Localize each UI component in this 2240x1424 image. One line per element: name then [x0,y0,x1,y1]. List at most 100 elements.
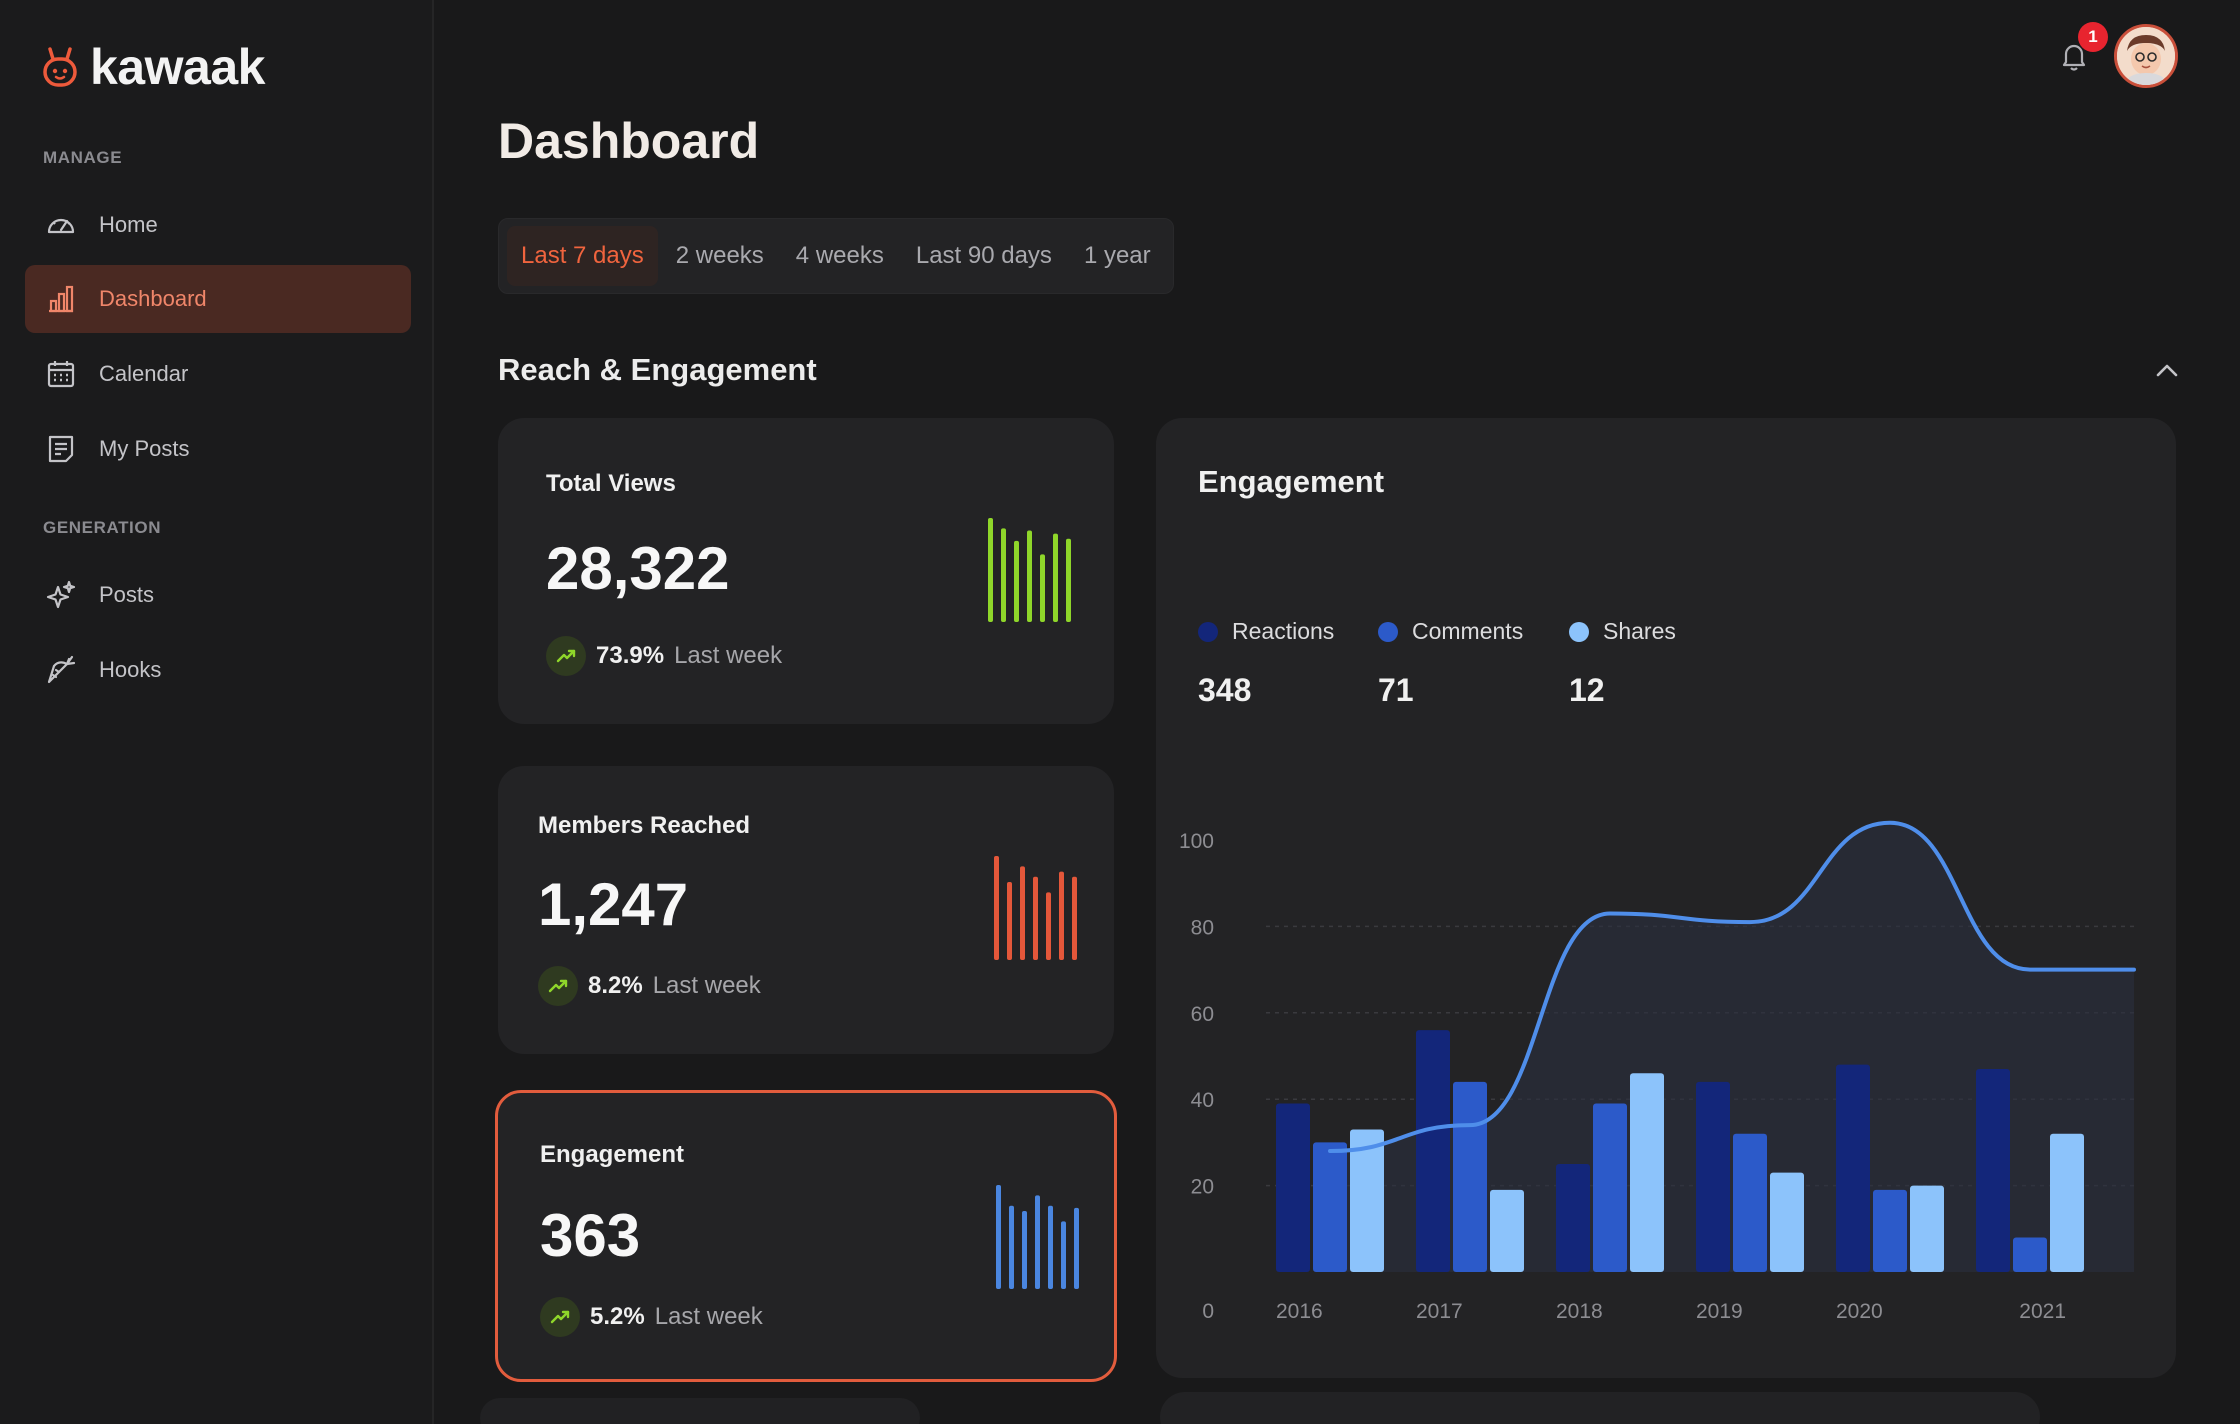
sidebar-item-posts[interactable]: Posts [25,561,411,629]
section-label-manage: MANAGE [43,148,123,167]
legend-item-comments[interactable]: Comments [1378,618,1523,645]
bar-comments[interactable] [1873,1189,1907,1272]
document-icon [48,435,74,463]
trend-period: Last week [654,1303,763,1330]
bar-shares[interactable] [1630,1073,1664,1272]
bar-comments[interactable] [1453,1081,1487,1272]
trend-indicator: 5.2% Last week [540,1297,763,1337]
card-title: Total Views [546,470,676,497]
bar-reactions[interactable] [1836,1064,1870,1272]
spark-bar [1072,876,1077,960]
y-tick-label: 40 [1191,1089,1214,1112]
trend-percent: 5.2% [590,1303,645,1330]
legend-label: Shares [1603,618,1676,644]
area-fill [1330,822,2134,1272]
bar-reactions[interactable] [1696,1081,1730,1272]
spark-bar [1059,871,1064,960]
app-name: kawaak [90,39,265,95]
legend-label: Reactions [1232,618,1335,644]
y-tick-label: 80 [1191,916,1214,939]
bar-reactions[interactable] [1276,1103,1310,1272]
sidebar-item-hooks[interactable]: Hooks [25,636,411,704]
section-title: Reach & Engagement [498,352,817,387]
chart-title: Engagement [1198,464,1385,499]
avatar[interactable] [2114,24,2178,88]
bar-reactions[interactable] [1556,1164,1590,1272]
bar-shares[interactable] [2050,1133,2084,1272]
spark-bar [1048,1205,1053,1289]
sidebar-item-label: Dashboard [99,286,207,311]
stat-card-members-reached[interactable]: Members Reached 1,247 8.2% Last week [498,766,1114,1054]
tab-last-7-days[interactable]: Last 7 days [507,226,658,286]
trend-up-icon [546,636,586,676]
sparkline-bars [994,856,1077,960]
bar-reactions[interactable] [1416,1030,1450,1272]
engagement-bar-chart: 0 20 40 60 80 100 2016 2017 2018 2019 2020 2021 [1179,820,2136,1323]
section-label-generation: GENERATION [43,518,162,537]
bunny-logo-icon [43,47,77,87]
spark-bar [1074,1207,1079,1289]
user-avatar-icon [2117,27,2175,85]
sidebar-item-my-posts[interactable]: My Posts [25,415,411,483]
next-card-peek [1160,1392,2040,1424]
sidebar-item-dashboard[interactable]: Dashboard [25,265,411,333]
bar-reactions[interactable] [1976,1068,2010,1272]
bar-shares[interactable] [1770,1172,1804,1272]
legend-dot [1378,621,1398,642]
tab-last-90-days[interactable]: Last 90 days [915,242,1052,269]
legend-item-shares[interactable]: Shares [1569,618,1676,645]
trend-indicator: 73.9% Last week [546,636,782,676]
date-range-tabs: Last 7 days 2 weeks 4 weeks Last 90 days… [498,218,1174,294]
bar-comments[interactable] [2013,1237,2047,1272]
bar-comments[interactable] [1733,1133,1767,1272]
sidebar-item-calendar[interactable]: Calendar [25,340,411,408]
tab-1-year[interactable]: 1 year [1083,242,1151,269]
stat-card-total-views[interactable]: Total Views 28,322 73.9% Last week [498,418,1114,724]
spark-bar [1066,538,1071,622]
engagement-chart-card: Engagement Reactions 348 Comments 71 Sha… [1156,418,2176,1378]
main-content: Dashboard Last 7 days 2 weeks 4 weeks La… [436,0,2240,1424]
trend-percent: 8.2% [588,972,643,999]
trend-indicator: 8.2% Last week [538,966,761,1006]
tab-2-weeks[interactable]: 2 weeks [675,242,764,269]
calendar-icon [47,361,75,388]
trend-line [1328,820,2136,1154]
notification-badge: 1 [2078,22,2108,52]
spark-bar [1033,876,1038,960]
page-title: Dashboard [498,113,760,169]
trend-percent: 73.9% [596,642,665,669]
spark-bar [988,518,993,622]
x-tick-label: 2018 [1556,1300,1603,1323]
sidebar-item-home[interactable]: Home [25,191,411,259]
card-title: Engagement [540,1141,685,1168]
trend-up-icon [540,1297,580,1337]
bell-icon[interactable] [2058,40,2090,72]
sidebar-item-label: Hooks [99,657,162,682]
bar-shares[interactable] [1910,1185,1944,1272]
bar-shares[interactable] [1490,1189,1524,1272]
tab-4-weeks[interactable]: 4 weeks [795,242,884,269]
y-tick-label: 20 [1191,1176,1214,1199]
x-tick-label: 2019 [1696,1300,1743,1323]
legend-total: 12 [1569,672,1605,708]
spark-bar [994,856,999,960]
spark-bar [1027,530,1032,622]
legend-item-reactions[interactable]: Reactions [1198,618,1334,645]
stat-card-engagement[interactable]: Engagement 363 5.2% Last week [495,1090,1117,1382]
app-logo[interactable]: kawaak [40,38,265,96]
legend-total: 71 [1378,672,1414,708]
card-value: 28,322 [546,535,730,602]
bar-shares[interactable] [1350,1129,1384,1272]
legend-dot [1198,621,1218,642]
sparkline-bars [988,518,1071,622]
card-value: 1,247 [538,871,689,938]
spark-bar [1046,892,1051,960]
spark-bar [1001,528,1006,622]
sidebar-item-label: Home [99,212,158,237]
spark-bar [1022,1211,1027,1289]
bar-chart-icon [49,285,74,313]
bar-comments[interactable] [1593,1103,1627,1272]
legend-total: 348 [1198,672,1252,708]
chevron-up-icon[interactable] [2152,356,2182,386]
bar-comments[interactable] [1313,1142,1347,1272]
